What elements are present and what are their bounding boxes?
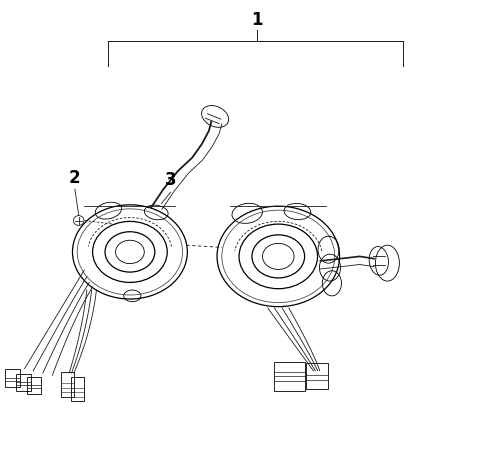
Bar	[306, 363, 327, 389]
Bar	[16, 374, 31, 391]
Bar	[274, 362, 305, 391]
Bar	[71, 377, 84, 401]
Bar	[61, 372, 74, 397]
Bar	[5, 369, 20, 387]
Text: 2: 2	[69, 169, 81, 187]
Text: 3: 3	[165, 171, 177, 189]
Text: 1: 1	[251, 10, 263, 28]
Bar	[27, 377, 41, 394]
